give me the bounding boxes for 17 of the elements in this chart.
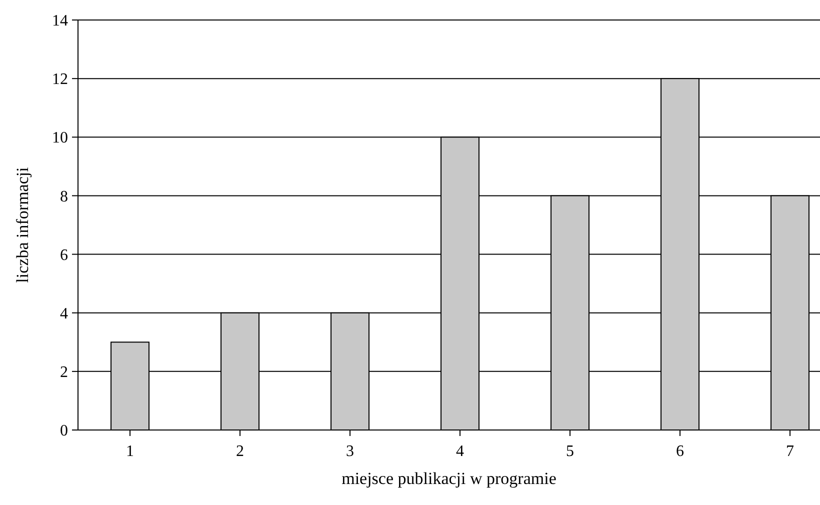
x-tick-label: 3	[346, 443, 354, 460]
y-tick-label: 10	[52, 130, 68, 147]
y-tick-label: 2	[60, 364, 68, 382]
x-axis-title: miejsce publikacji w programie	[342, 469, 556, 488]
x-tick-label: 6	[676, 443, 684, 460]
y-tick-label: 14	[52, 12, 68, 30]
y-tick-label: 4	[60, 305, 68, 322]
y-tick-label: 6	[60, 246, 68, 264]
x-tick-label: 7	[786, 443, 794, 460]
y-tick-label: 8	[60, 188, 68, 206]
x-tick-label: 4	[456, 443, 464, 460]
y-tick-label: 0	[60, 422, 68, 440]
x-tick-label: 1	[126, 443, 134, 460]
x-tick-label: 2	[236, 443, 244, 460]
y-axis-title: liczba informacji	[12, 166, 32, 283]
y-tick-label: 12	[52, 71, 68, 88]
x-tick-label: 5	[566, 443, 574, 460]
